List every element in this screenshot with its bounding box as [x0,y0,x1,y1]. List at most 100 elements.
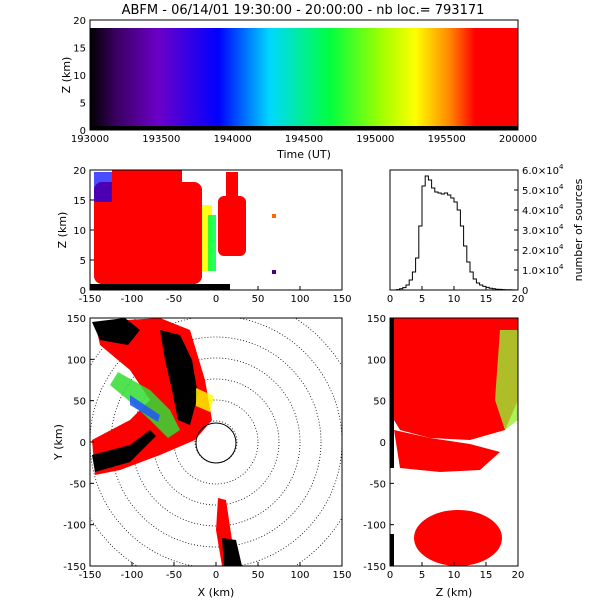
x-y-ytick-label: -50 [70,479,86,490]
histogram-ytick-exponent: 4 [559,163,564,171]
histogram-ylabel: number of sources [572,178,585,281]
x-y-range-ring [131,357,301,527]
x-y-range-ring [110,336,322,548]
histogram-ytick-mantissa: 4.0×10 [522,206,559,217]
histogram-ytick-exponent: 4 [559,223,564,231]
x-z-red-cell-right [218,196,246,256]
x-z-yellow-edge [202,205,212,271]
time-height-colored-sources [90,28,518,130]
x-y-xtick-label: -100 [121,570,144,581]
histogram-xtick-label: 0 [387,294,393,305]
histogram-ytick-exponent: 4 [559,263,564,271]
histogram-panel: 0 5 10 15 2001.0×1042.0×1043.0×1044.0×1045.0… [387,163,585,305]
histogram-ytick-mantissa: 6.0×10 [522,166,559,177]
time-height-ytick-label: 0 [80,126,86,137]
x-z-xtick-label: -150 [79,294,102,305]
x-z-xtick-label: -100 [121,294,144,305]
x-z-red-column-right [226,172,238,202]
histogram-ytick-label: 6.0×104 [522,163,564,177]
x-z-baseline-sources [90,284,230,290]
z-y-ytick-label: 150 [367,314,386,325]
x-z-xtick-label: 150 [332,294,351,305]
x-z-xtick-label: 50 [252,294,265,305]
z-y-ytick-label: 50 [373,397,386,408]
z-y-baseline-south [390,534,394,566]
x-z-points [90,170,276,290]
z-y-xtick-label: 0 [387,570,393,581]
x-z-ytick-label: 20 [73,166,86,177]
x-z-blue-edge [94,172,112,202]
z-y-xtick-label: 20 [512,570,525,581]
x-z-xtick-label: 100 [290,294,309,305]
time-height-xtick-label: 194500 [285,134,323,145]
x-y-ytick-label: 150 [67,314,86,325]
x-z-ytick-label: 0 [80,286,86,297]
histogram-line [390,175,518,291]
histogram-ytick-label: 2.0×104 [522,243,564,257]
x-z-ytick-label: 5 [80,256,86,267]
x-y-xtick-label: -50 [166,570,182,581]
histogram-ytick-mantissa: 0 [522,286,528,297]
z-y-panel: 0 5 10 15 20 -150 -100 -50 0 50 100 150 Z (km) [363,314,524,599]
histogram-ytick-label: 0 [522,286,528,297]
chart-title: ABFM - 06/14/01 19:30:00 - 20:00:00 - nb… [122,3,485,18]
time-height-ytick-label: 10 [73,71,86,82]
histogram-ytick-label: 3.0×104 [522,223,564,237]
x-y-ytick-label: 50 [73,397,86,408]
x-y-ytick-label: -150 [63,562,86,573]
x-y-ticks: -150 -100 -50 0 50 100 150 -150 -100 -50 0 50 100 150 [63,314,351,581]
x-y-black-core-west [92,430,156,472]
x-z-red-mass-left [94,182,202,284]
x-y-xtick-label: 100 [290,570,309,581]
x-y-ytick-label: -100 [63,521,86,532]
z-y-ytick-label: 100 [367,355,386,366]
z-y-yellow-green-edge [495,330,518,430]
z-y-points [390,318,518,566]
histogram-frame [389,169,519,291]
x-y-ytick-label: 0 [80,438,86,449]
time-height-xtick-label: 195000 [356,134,394,145]
z-y-ytick-label: -150 [363,562,386,573]
z-y-ytick-label: -50 [370,479,386,490]
time-height-xtick-label: 200000 [499,134,537,145]
z-y-xlabel: Z (km) [436,586,473,599]
z-y-baseline-north [390,318,394,468]
time-height-xlabel: Time (UT) [276,148,331,161]
z-y-red-tongue [394,430,500,472]
time-height-ytick-label: 5 [80,99,86,110]
x-y-xlabel: X (km) [198,586,235,599]
time-height-xtick-label: 194000 [214,134,252,145]
z-y-ytick-label: 0 [380,438,386,449]
histogram-xtick-label: 5 [419,294,425,305]
x-z-ytick-label: 10 [73,226,86,237]
x-y-range-rings [90,318,342,566]
time-height-xtick-label: 193500 [142,134,180,145]
histogram-ytick-mantissa: 1.0×10 [522,266,559,277]
histogram-xtick-label: 15 [480,294,493,305]
x-y-range-ring [173,399,259,485]
x-z-xtick-label: -50 [166,294,182,305]
z-y-south-red-cell [414,510,502,566]
histogram-ytick-exponent: 4 [559,183,564,191]
z-y-xtick-label: 15 [480,570,493,581]
z-y-red-mass-north [394,318,518,440]
x-z-outlier-orange [272,214,276,218]
x-z-xtick-label: 0 [213,294,219,305]
time-height-panel: 193000 193500 194000 194500 195000 195500 2000… [60,16,537,161]
x-y-blue-edge [130,395,160,422]
x-y-black-core-nw [92,318,140,345]
histogram-ticks: 0 5 10 15 2001.0×1042.0×1043.0×1044.0×1045.0… [387,163,564,305]
z-y-ticks: 0 5 10 15 20 -150 -100 -50 0 50 100 150 [363,314,524,581]
z-y-xtick-label: 5 [419,570,425,581]
x-y-points [90,318,342,566]
x-z-ticks: -150 -100 -50 0 50 100 150 0 5 10 15 20 [73,166,351,305]
histogram-xtick-label: 10 [448,294,461,305]
histogram-ytick-label: 4.0×104 [522,203,564,217]
x-y-south-black-core [222,538,242,566]
x-z-outlier-purple [272,270,276,274]
x-z-ylabel: Z (km) [56,212,69,249]
x-y-east-yellow-blob [196,388,214,412]
time-height-xtick-label: 195500 [428,134,466,145]
x-y-black-core-north [160,330,198,425]
histogram-ytick-mantissa: 5.0×10 [522,186,559,197]
